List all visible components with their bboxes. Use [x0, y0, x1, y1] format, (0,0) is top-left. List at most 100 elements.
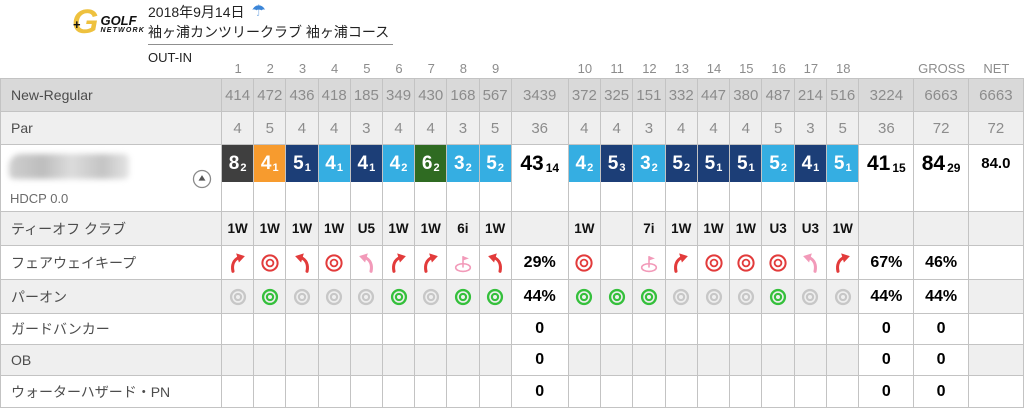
- putt-value: 2: [497, 161, 504, 174]
- hole-number: 4: [331, 62, 339, 76]
- total-cell: 44%: [859, 280, 915, 314]
- putt-total-value: 14: [545, 161, 560, 175]
- putt-total-value: 15: [892, 161, 906, 175]
- hole-cell: [600, 345, 634, 376]
- hole-cell: [762, 376, 795, 408]
- stat-icon-cell: [479, 246, 512, 280]
- fairway-keep-icon: [259, 252, 281, 274]
- hole-cell: [665, 376, 698, 408]
- fairway-keep-icon: [767, 252, 789, 274]
- putt-value: 2: [465, 161, 472, 174]
- par-on-hit-icon: [260, 287, 280, 307]
- stat-icon-cell: [382, 280, 416, 314]
- score-value: 4: [260, 152, 272, 174]
- hole-cell: [286, 376, 319, 408]
- score-total-value: 84: [921, 151, 946, 175]
- putt-value: 2: [401, 161, 408, 174]
- hole-cell: 1W: [222, 212, 255, 246]
- score-value: 3: [640, 152, 651, 174]
- putt-value: 2: [683, 161, 691, 174]
- hole-cell: [415, 376, 448, 408]
- hole-cell: [633, 314, 666, 345]
- hole-cell: [254, 345, 287, 376]
- hole-cell: 1W: [697, 212, 731, 246]
- hole-number: 18: [835, 62, 851, 76]
- score-value: 5: [672, 152, 683, 174]
- hole-cell: 7i: [633, 212, 666, 246]
- total-cell: [968, 212, 1024, 246]
- hole-cell: [318, 345, 351, 376]
- hole-cell: 516: [827, 78, 860, 112]
- hole-cell: [600, 212, 634, 246]
- hole-cell: [697, 314, 731, 345]
- hole-cell: 1W: [730, 212, 763, 246]
- score-value: 4: [801, 152, 813, 174]
- on-green-icon: [638, 252, 660, 274]
- stat-icon-cell: [568, 246, 601, 280]
- hole-cell: [600, 246, 634, 280]
- fairway-pull-left-icon: [799, 252, 821, 274]
- total-cell: 44%: [914, 280, 969, 314]
- total-cell: 44%: [511, 280, 569, 314]
- score-total-cell: 41 15: [859, 145, 915, 212]
- player-detail-button[interactable]: [191, 168, 212, 189]
- hole-cell: 6i: [447, 212, 480, 246]
- hole-cell: [318, 376, 351, 408]
- golf-network-logo: G + GOLF NETWORK: [72, 5, 146, 39]
- hole-cell: [350, 345, 383, 376]
- round-date: 2018年9月14日: [148, 4, 245, 20]
- ob-row-label: OB: [0, 345, 222, 376]
- hole-cell: 4: [415, 112, 448, 145]
- hole-cell: [222, 376, 255, 408]
- course-name-link[interactable]: 袖ヶ浦カンツリークラブ 袖ヶ浦コース: [148, 21, 394, 45]
- hole-number: 3: [298, 62, 307, 76]
- stat-icon-cell: [479, 280, 512, 314]
- hole-cell: [827, 376, 860, 408]
- hole-cell: [762, 314, 795, 345]
- logo-plus: +: [73, 17, 81, 32]
- hole-cell: U5: [350, 212, 383, 246]
- hole-cell: 325: [600, 78, 634, 112]
- putt-value: 1: [336, 161, 343, 174]
- hole-cell: [254, 376, 287, 408]
- stat-icon-cell: [697, 246, 731, 280]
- score-value: 4: [357, 152, 369, 174]
- hole-cell: [633, 376, 666, 408]
- stat-icon-cell: [350, 246, 383, 280]
- putt-value: 1: [272, 161, 279, 174]
- hole-cell: [382, 345, 416, 376]
- hole-cell: 3: [633, 112, 666, 145]
- putt-value: 2: [433, 161, 440, 174]
- round-type: OUT-IN: [148, 50, 193, 65]
- putt-value: 1: [813, 161, 820, 174]
- stat-icon-cell: [827, 246, 860, 280]
- putt-value: 2: [587, 161, 594, 174]
- putt-value: 3: [619, 161, 626, 174]
- total-cell: 0: [511, 345, 569, 376]
- hole-cell: [447, 376, 480, 408]
- hole-cell: [222, 345, 255, 376]
- stat-icon-cell: [665, 246, 698, 280]
- hole-number: 7: [427, 62, 435, 76]
- fairway-keep-icon: [323, 252, 345, 274]
- par-on-hit-icon: [639, 287, 659, 307]
- hole-cell: 5: [479, 112, 512, 145]
- hole-cell: 4: [600, 112, 634, 145]
- logo-text-network: NETWORK: [100, 26, 146, 34]
- total-cell: 36: [511, 112, 569, 145]
- hole-cell: 1W: [286, 212, 319, 246]
- hole-cell: [794, 314, 828, 345]
- hole-cell: 5: [254, 112, 287, 145]
- hole-cell: 4: [665, 112, 698, 145]
- score-total-cell: 84.0: [968, 145, 1024, 212]
